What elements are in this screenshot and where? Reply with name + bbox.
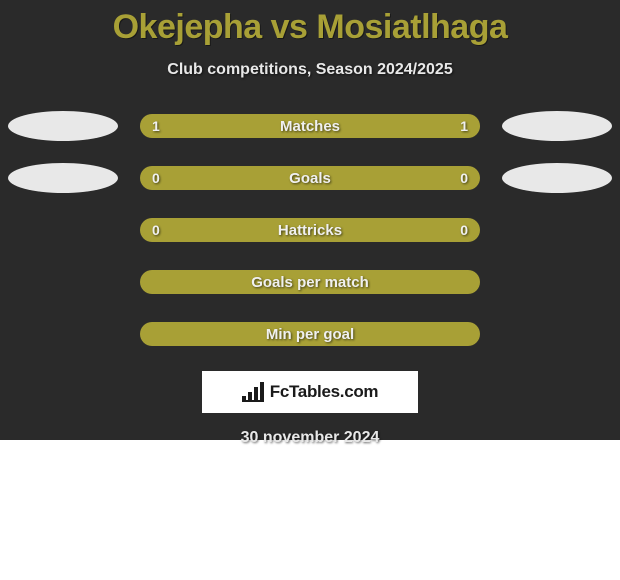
stat-label: Matches: [280, 118, 340, 135]
stat-value-right: 0: [460, 222, 468, 238]
barchart-icon: [242, 382, 264, 402]
stat-label: Hattricks: [278, 222, 342, 239]
below-blank: [0, 440, 620, 580]
player-marker-left: [8, 111, 118, 141]
stat-value-right: 0: [460, 170, 468, 186]
stat-rows: Matches 1 1 Goals 0 0 Hattricks 0 0 Goals per mat…: [0, 111, 620, 349]
stat-bar: Goals per match: [140, 270, 480, 294]
stat-bar: Goals 0 0: [140, 166, 480, 190]
logo-box[interactable]: FcTables.com: [202, 371, 418, 413]
stat-bar: Matches 1 1: [140, 114, 480, 138]
stats-card: Okejepha vs Mosiatlhaga Club competition…: [0, 0, 620, 440]
player-marker-right: [502, 163, 612, 193]
stat-label: Goals per match: [251, 274, 369, 291]
stat-bar: Min per goal: [140, 322, 480, 346]
player-marker-right: [502, 111, 612, 141]
date-text: 30 november 2024: [0, 429, 620, 447]
stat-bar: Hattricks 0 0: [140, 218, 480, 242]
stat-row: Hattricks 0 0: [0, 215, 620, 245]
stat-row: Min per goal: [0, 319, 620, 349]
stat-row: Matches 1 1: [0, 111, 620, 141]
stat-value-left: 1: [152, 118, 160, 134]
stat-label: Min per goal: [266, 326, 354, 343]
stat-label: Goals: [289, 170, 331, 187]
title: Okejepha vs Mosiatlhaga: [0, 0, 620, 47]
stat-row: Goals per match: [0, 267, 620, 297]
player-marker-left: [8, 163, 118, 193]
logo-text: FcTables.com: [270, 382, 379, 402]
stat-value-left: 0: [152, 170, 160, 186]
stat-value-left: 0: [152, 222, 160, 238]
stat-value-right: 1: [460, 118, 468, 134]
stat-row: Goals 0 0: [0, 163, 620, 193]
subtitle: Club competitions, Season 2024/2025: [0, 61, 620, 79]
